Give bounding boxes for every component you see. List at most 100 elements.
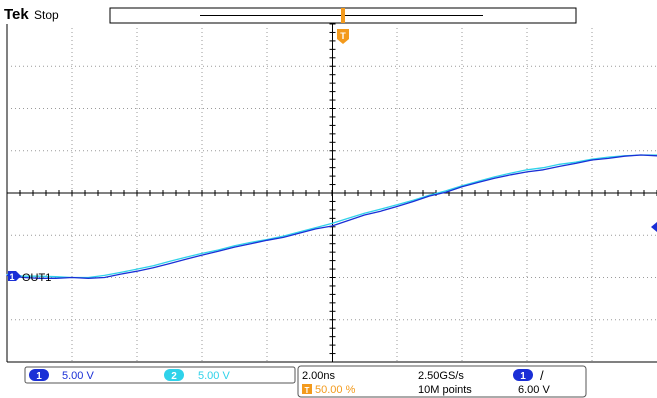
grid-dot: [136, 168, 138, 169]
grid-dot: [266, 44, 268, 45]
grid-dot: [461, 80, 463, 81]
grid-dot: [639, 234, 640, 236]
grid-dot: [223, 65, 224, 67]
grid-dot: [71, 72, 73, 73]
grid-dot: [343, 65, 344, 67]
grid-dot: [635, 150, 636, 152]
grid-dot: [461, 28, 463, 29]
grid-dot: [43, 319, 44, 321]
grid-dot: [371, 108, 372, 109]
grid-dot: [71, 80, 73, 81]
channel-readout-panel[interactable]: 1 5.00 V 2 5.00 V: [24, 366, 296, 384]
grid-dot: [583, 150, 584, 152]
grid-dot: [303, 234, 304, 236]
grid-dot: [539, 234, 540, 236]
grid-dot: [526, 296, 528, 297]
grid-dot: [136, 184, 138, 185]
grid-dot: [619, 234, 620, 236]
grid-dot: [595, 234, 596, 236]
grid-dot: [591, 140, 593, 141]
grid-dot: [71, 276, 73, 277]
grid-dot: [539, 65, 540, 67]
trigger-position-marker[interactable]: T: [337, 29, 349, 44]
grid-dot: [591, 100, 593, 101]
grid-dot: [207, 65, 208, 67]
grid-dot: [396, 252, 398, 253]
grid-dot: [295, 277, 296, 278]
grid-dot: [275, 65, 276, 67]
grid-dot: [136, 80, 138, 81]
grid-dot: [19, 319, 20, 321]
grid-dot: [275, 234, 276, 236]
grid-dot: [327, 277, 328, 278]
grid-dot: [396, 240, 398, 241]
grid-dot: [631, 319, 632, 321]
grid-dot: [419, 65, 420, 67]
grid-dot: [491, 65, 492, 67]
grid-dot: [266, 104, 268, 105]
channel-1-waveform: [6, 154, 657, 279]
grid-dot: [71, 216, 73, 217]
grid-dot: [131, 277, 132, 278]
grid-dot: [595, 65, 596, 67]
grid-dot: [575, 319, 576, 321]
grid-dot: [461, 356, 463, 357]
grid-dot: [411, 277, 412, 278]
grid-dot: [271, 319, 272, 321]
grid-dot: [266, 88, 268, 89]
trigger-level-marker-icon[interactable]: [651, 222, 657, 232]
grid-dot: [399, 108, 400, 109]
grid-dot: [461, 120, 463, 121]
grid-dot: [103, 150, 104, 152]
grid-dot: [419, 277, 420, 278]
grid-dot: [99, 65, 100, 67]
grid-dot: [623, 150, 624, 152]
grid-dot: [526, 100, 528, 101]
grid-dot: [591, 316, 593, 317]
grid-dot: [31, 319, 32, 321]
grid-dot: [439, 319, 440, 321]
grid-dot: [39, 150, 40, 152]
grid-dot: [461, 92, 463, 93]
grid-dot: [136, 360, 138, 361]
grid-dot: [591, 288, 593, 289]
grid-dot: [266, 356, 268, 357]
grid-dot: [171, 234, 172, 236]
grid-dot: [587, 108, 588, 109]
grid-dot: [591, 232, 593, 233]
grid-dot: [639, 277, 640, 278]
grid-dot: [591, 68, 593, 69]
grid-dot: [371, 234, 372, 236]
grid-dot: [167, 277, 168, 278]
grid-dot: [503, 65, 504, 67]
grid-dot: [201, 312, 203, 313]
grid-dot: [499, 65, 500, 67]
grid-dot: [526, 204, 528, 205]
grid-dot: [591, 40, 593, 41]
record-position-bar[interactable]: [109, 7, 577, 24]
grid-dot: [396, 360, 398, 361]
grid-dot: [136, 68, 138, 69]
grid-dot: [526, 344, 528, 345]
grid-dot: [51, 319, 52, 321]
grid-dot: [507, 65, 508, 67]
grid-dot: [201, 116, 203, 117]
grid-dot: [391, 277, 392, 278]
channel-1-ground-marker[interactable]: 1: [8, 271, 21, 282]
grid-dot: [266, 172, 268, 173]
grid-dot: [443, 65, 444, 67]
grid-dot: [515, 234, 516, 236]
grid-dot: [571, 108, 572, 109]
grid-dot: [355, 277, 356, 278]
grid-dot: [459, 319, 460, 321]
grid-dot: [195, 65, 196, 67]
grid-dot: [131, 150, 132, 152]
grid-dot: [635, 319, 636, 321]
grid-dot: [71, 176, 73, 177]
grid-dot: [243, 150, 244, 152]
channel-2-waveform: [6, 154, 657, 279]
grid-dot: [71, 112, 73, 113]
grid-dot: [526, 56, 528, 57]
grid-dot: [67, 234, 68, 236]
horizontal-trigger-readout-panel[interactable]: 2.00ns 2.50GS/s T 50.00 % 10M points 1 /…: [297, 365, 587, 398]
